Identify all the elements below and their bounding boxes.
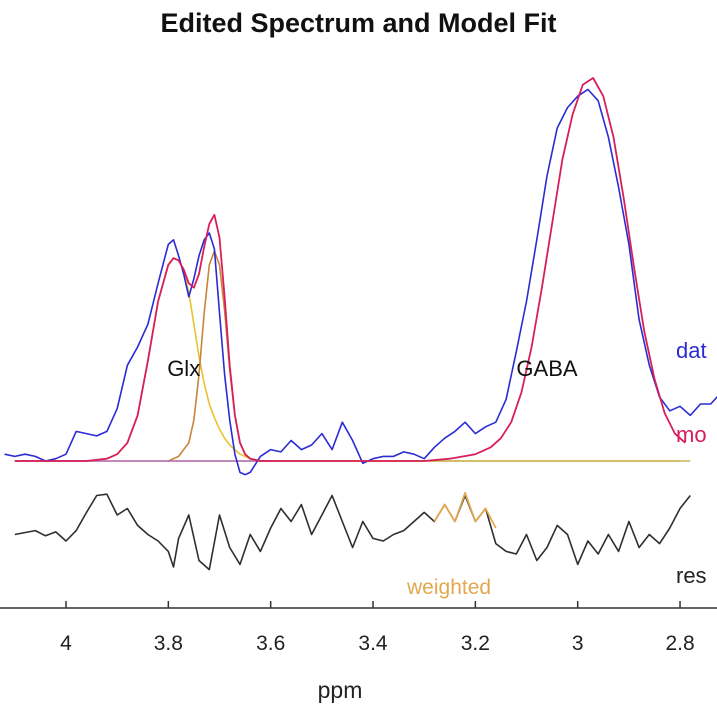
x-tick-label: 3.2 (461, 632, 490, 655)
chart-title: Edited Spectrum and Model Fit (160, 8, 557, 38)
residual-weighted-line (433, 492, 497, 529)
legend-entry: mo (676, 422, 707, 447)
residual-trace (14, 492, 691, 571)
x-axis-label: ppm (318, 677, 363, 703)
glx-broad-component-line (66, 257, 680, 462)
peak-label: Glx (167, 356, 200, 381)
legend-entry: res (676, 563, 707, 588)
data-trace (4, 88, 717, 476)
chart-labels: Glx GABA dat mo res weighted (167, 338, 706, 599)
residual-line (14, 493, 691, 571)
x-tick-label: 3.6 (256, 632, 285, 655)
x-tick-label: 2.8 (665, 632, 694, 655)
x-axis: 4 3.8 3.6 3.4 3.2 3 2.8 ppm (0, 601, 717, 703)
x-tick-label: 3.4 (358, 632, 388, 655)
x-tick-label: 4 (60, 632, 72, 655)
x-tick-label: 3 (572, 632, 584, 655)
data-line (4, 88, 717, 476)
model-line (14, 77, 686, 462)
x-tick-label: 3.8 (154, 632, 183, 655)
model-trace (14, 77, 686, 462)
legend-entry: dat (676, 338, 707, 363)
weighted-annotation: weighted (406, 576, 491, 599)
peak-label: GABA (516, 356, 577, 381)
